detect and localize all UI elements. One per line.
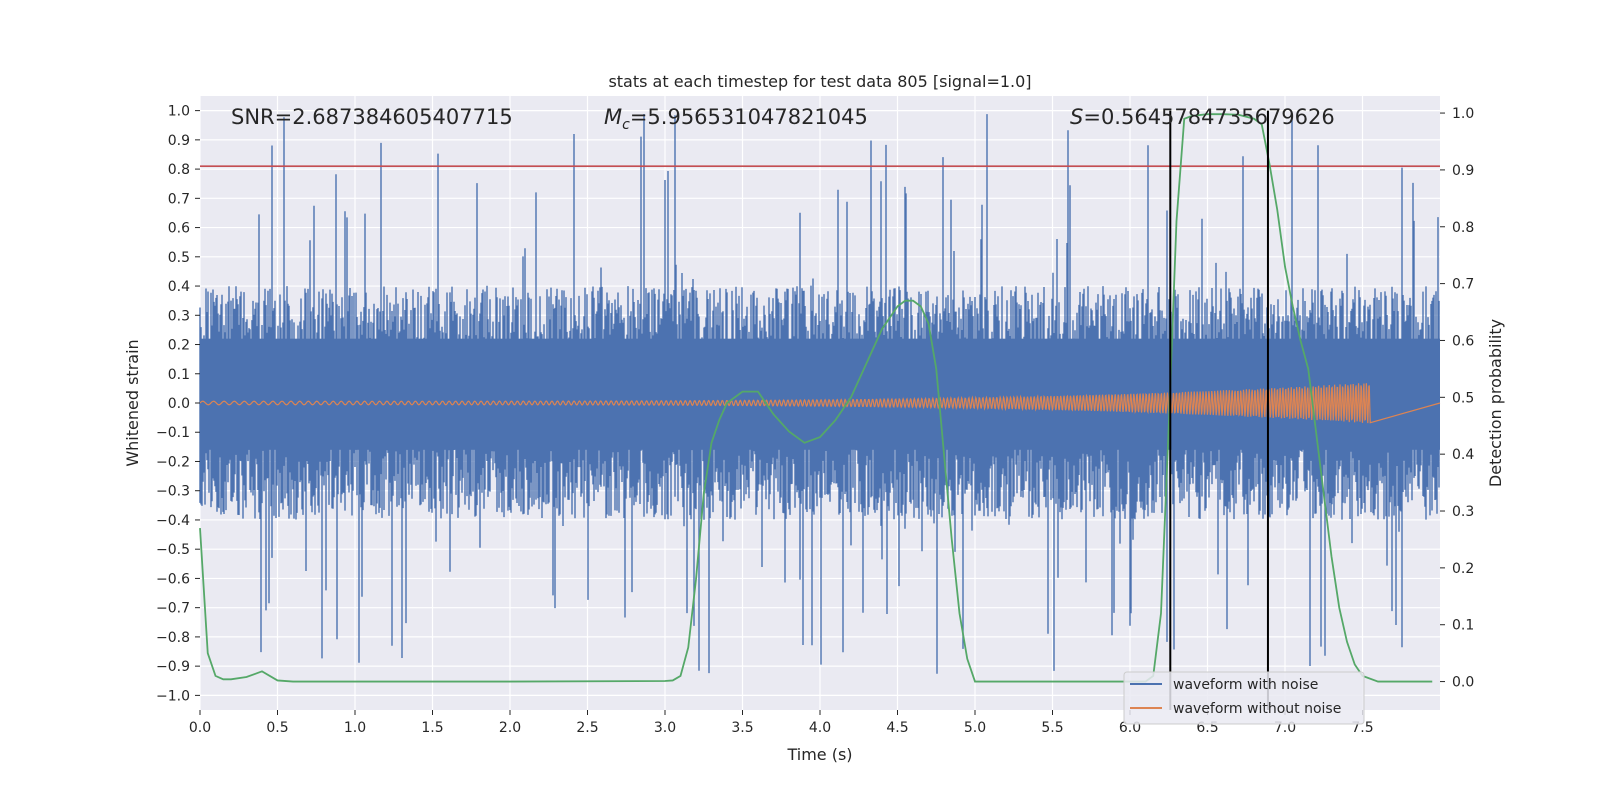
y-tick-label: 0.8 <box>168 162 190 178</box>
legend-box <box>1123 671 1365 725</box>
legend-label-clean: waveform without noise <box>1173 701 1341 717</box>
y2-axis-ticks: 1.0 0.9 0.8 0.7 0.6 0.5 0.4 0.3 0.2 0.1 0.0 <box>1440 106 1474 691</box>
y2-tick-label: 0.6 <box>1452 333 1474 349</box>
snr-annotation: SNR=2.687384605407715 <box>231 105 513 129</box>
y-tick-label: −0.4 <box>156 513 190 529</box>
y2-tick-label: 0.4 <box>1452 447 1474 463</box>
x-axis-label: Time (s) <box>786 745 852 764</box>
y-tick-label: 0.2 <box>168 338 190 354</box>
y2-tick-label: 0.9 <box>1452 163 1474 179</box>
y-tick-label: −0.3 <box>156 484 190 500</box>
x-tick-label: 5.0 <box>964 720 986 736</box>
x-tick-label: 2.5 <box>576 720 598 736</box>
probability-curve <box>199 113 1433 683</box>
y-tick-label: −0.8 <box>156 630 190 646</box>
x-tick-label: 0.0 <box>189 720 211 736</box>
legend-label-noise: waveform with noise <box>1173 677 1318 693</box>
y-axis-label: Whitened strain <box>123 339 142 466</box>
x-tick-label: 3.0 <box>654 720 676 736</box>
x-tick-label: 4.0 <box>809 720 831 736</box>
legend: waveform with noise waveform without noi… <box>1123 671 1365 725</box>
y2-tick-label: 0.8 <box>1452 220 1474 236</box>
y-tick-label: −0.6 <box>156 571 190 587</box>
y-tick-label: 0.0 <box>168 396 190 412</box>
clean-trace <box>199 383 1441 424</box>
x-tick-label: 1.0 <box>344 720 366 736</box>
y-tick-label: −0.2 <box>156 454 190 470</box>
y-tick-label: −0.9 <box>156 659 190 675</box>
x-tick-label: 4.5 <box>886 720 908 736</box>
y-tick-label: 0.5 <box>168 250 190 266</box>
series-waveform-with-noise <box>199 114 1440 674</box>
vertical-lines <box>1169 110 1269 710</box>
x-tick-label: 1.5 <box>421 720 443 736</box>
y-tick-label: −0.1 <box>156 425 190 441</box>
chart-title: stats at each timestep for test data 805… <box>608 72 1031 91</box>
y2-tick-label: 0.0 <box>1452 675 1474 691</box>
mc-annotation: Mc=5.956531047821045 <box>604 105 868 133</box>
y2-tick-label: 1.0 <box>1452 106 1474 122</box>
x-tick-label: 0.5 <box>266 720 288 736</box>
y-tick-label: 0.4 <box>168 279 190 295</box>
series-waveform-without-noise <box>199 383 1441 424</box>
y-tick-label: 0.3 <box>168 308 190 324</box>
y-tick-label: −0.5 <box>156 542 190 558</box>
series-detection-probability <box>199 113 1433 683</box>
y2-axis-label: Detection probability <box>1486 319 1505 487</box>
y-tick-label: −0.7 <box>156 601 190 617</box>
y-tick-label: 0.6 <box>168 221 190 237</box>
x-tick-label: 3.5 <box>731 720 753 736</box>
y2-tick-label: 0.3 <box>1452 504 1474 520</box>
y-axis-ticks: 1.0 0.9 0.8 0.7 0.6 0.5 0.4 0.3 0.2 0.1 0.0 −0.1 −0.… <box>156 104 200 704</box>
y2-tick-label: 0.2 <box>1452 561 1474 577</box>
y-tick-label: 0.1 <box>168 367 190 383</box>
y2-tick-label: 0.7 <box>1452 277 1474 293</box>
s-annotation: S=0.5645784735679626 <box>1070 105 1335 129</box>
y-tick-label: 0.7 <box>168 191 190 207</box>
y-tick-label: −1.0 <box>156 688 190 704</box>
x-tick-label: 2.0 <box>499 720 521 736</box>
y-tick-label: 1.0 <box>168 104 190 120</box>
y2-tick-label: 0.1 <box>1452 618 1474 634</box>
y2-tick-label: 0.5 <box>1452 390 1474 406</box>
x-tick-label: 5.5 <box>1041 720 1063 736</box>
y-tick-label: 0.9 <box>168 133 190 149</box>
